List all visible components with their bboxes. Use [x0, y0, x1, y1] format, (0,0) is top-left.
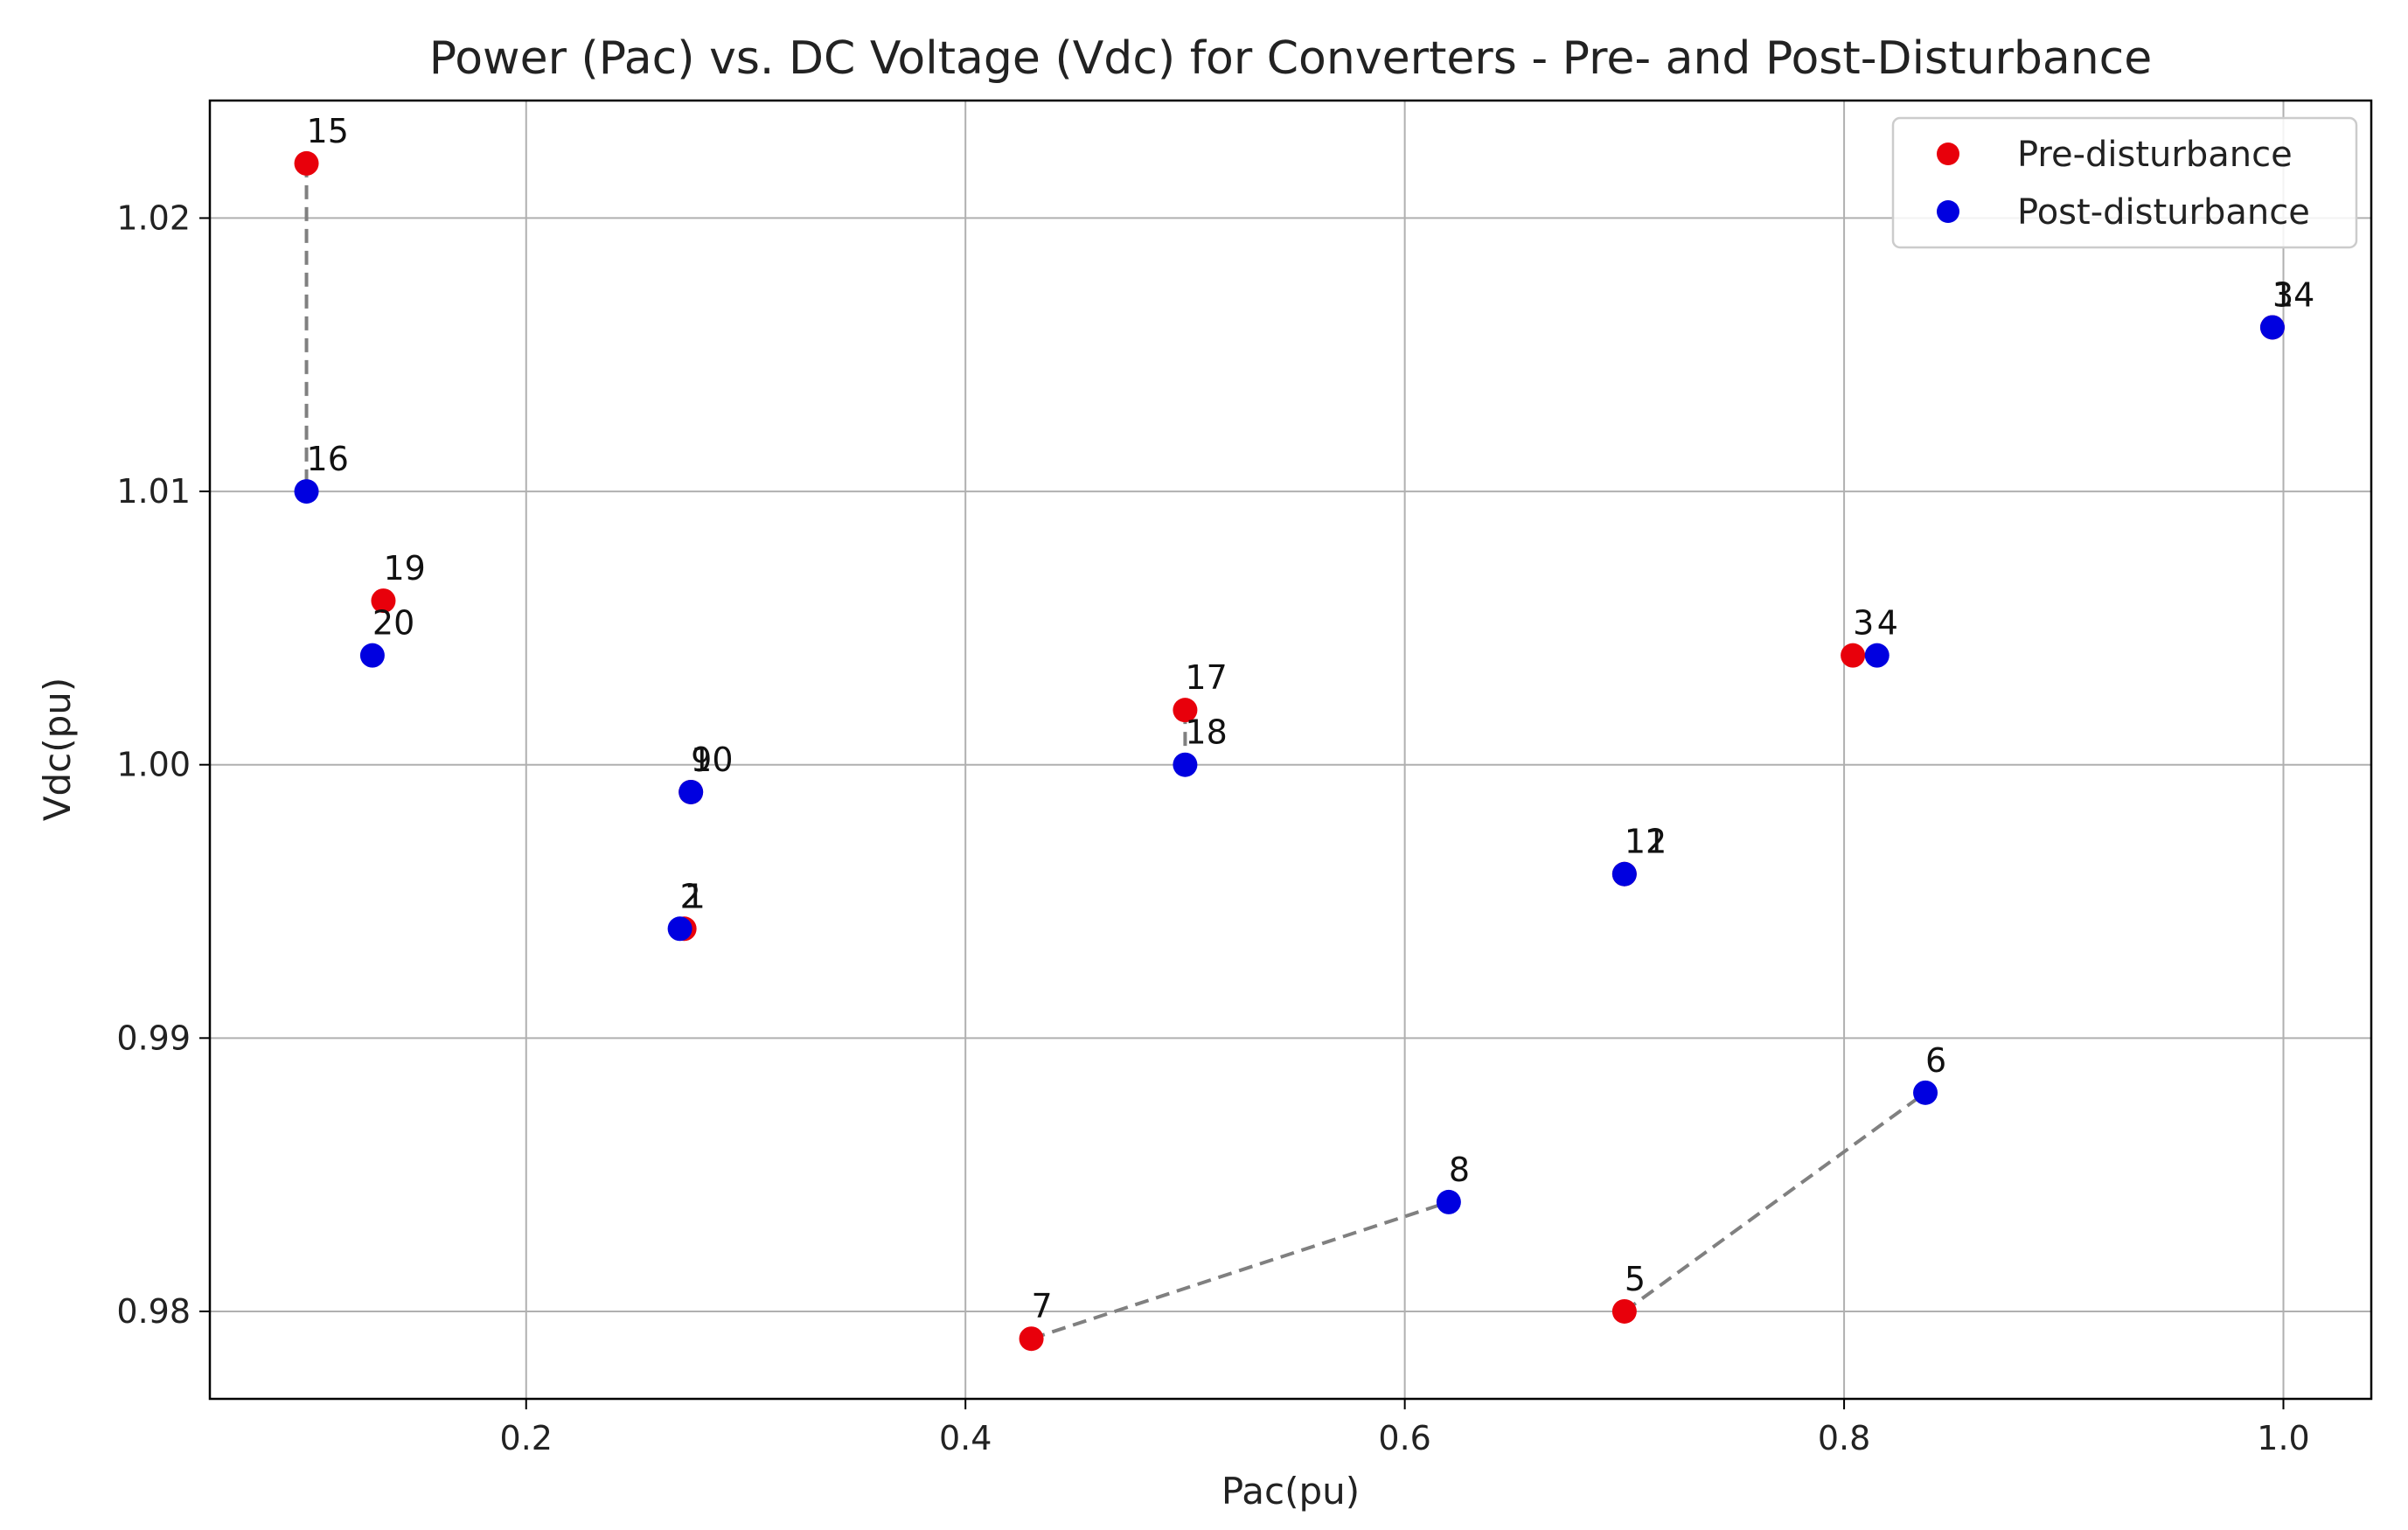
x-tick-label: 1.0 — [2257, 1419, 2309, 1457]
point-label-pre: 3 — [2272, 275, 2293, 314]
x-tick-label: 0.2 — [500, 1419, 553, 1457]
point-pre — [1173, 698, 1198, 723]
point-post — [1436, 1189, 1461, 1214]
point-label-pre: 17 — [1185, 658, 1227, 697]
point-post — [667, 916, 692, 942]
point-pre — [1019, 1326, 1044, 1352]
connector-line — [1030, 1200, 1450, 1341]
legend-frame — [1891, 116, 2358, 249]
y-tick-label: 1.01 — [116, 472, 191, 511]
y-tick-label: 1.02 — [116, 198, 191, 237]
point-label-pre: 15 — [307, 112, 349, 150]
point-label-pre: 19 — [383, 549, 425, 588]
x-tick-label: 0.6 — [1378, 1419, 1430, 1457]
point-label-pre: 11 — [1625, 823, 1667, 861]
point-label-post: 4 — [1877, 604, 1898, 643]
legend-marker-post — [1937, 200, 1959, 223]
axis-ticks: 0.2 0.4 0.6 0.8 1.0 0.98 0.99 1.00 1.01 1.02 — [116, 198, 2309, 1457]
point-label-pre: 7 — [1032, 1287, 1053, 1325]
point-post — [1173, 752, 1198, 777]
y-tick-label: 0.98 — [116, 1292, 191, 1331]
chart-title: Power (Pac) vs. DC Voltage (Vdc) for Con… — [429, 32, 2153, 85]
point-label-post: 14 — [2272, 275, 2314, 314]
legend-label-post: Post-disturbance — [2017, 192, 2310, 233]
point-label-post: 20 — [372, 604, 414, 643]
point-label-post: 16 — [307, 440, 349, 478]
point-label-post: 2 — [680, 877, 701, 915]
legend-label-pre: Pre-disturbance — [2017, 135, 2293, 175]
point-post — [359, 643, 385, 668]
point-labels: 1 3 3 5 7 9 11 15 17 19 2 14 4 6 8 10 12 16 18 20 — [307, 112, 2315, 1325]
y-tick-label: 1.00 — [116, 746, 191, 784]
legend-marker-pre — [1937, 143, 1959, 165]
point-label-post: 12 — [1625, 823, 1667, 861]
point-label-post: 10 — [691, 741, 733, 779]
legend: Pre-disturbance Post-disturbance — [1891, 116, 2358, 249]
point-post — [2259, 315, 2285, 340]
point-label-pre: 5 — [1625, 1260, 1646, 1298]
x-axis-title: Pac(pu) — [1221, 1470, 1360, 1513]
point-post — [1864, 643, 1890, 668]
point-post — [1913, 1080, 1938, 1105]
point-label-pre: 9 — [691, 741, 712, 779]
x-tick-label: 0.8 — [1818, 1419, 1870, 1457]
point-label-post: 8 — [1449, 1151, 1470, 1189]
point-label-pre: 3 — [1853, 604, 1874, 643]
y-axis-title: Vdc(pu) — [36, 678, 79, 822]
point-pre — [371, 588, 396, 614]
point-pre — [1611, 1298, 1637, 1324]
point-label-post: 18 — [1185, 713, 1227, 752]
point-label-post: 6 — [1925, 1041, 1946, 1080]
point-post — [679, 779, 704, 804]
point-pre — [1841, 643, 1866, 668]
connector-line — [1623, 1091, 1927, 1313]
point-post — [294, 479, 319, 504]
point-pre — [294, 150, 319, 176]
plot-area-frame — [208, 99, 2373, 1401]
y-tick-label: 0.99 — [116, 1019, 191, 1057]
data-points — [294, 150, 2285, 1352]
point-label-pre: 1 — [685, 877, 706, 915]
x-tick-label: 0.4 — [939, 1419, 992, 1457]
point-post — [1611, 861, 1637, 887]
